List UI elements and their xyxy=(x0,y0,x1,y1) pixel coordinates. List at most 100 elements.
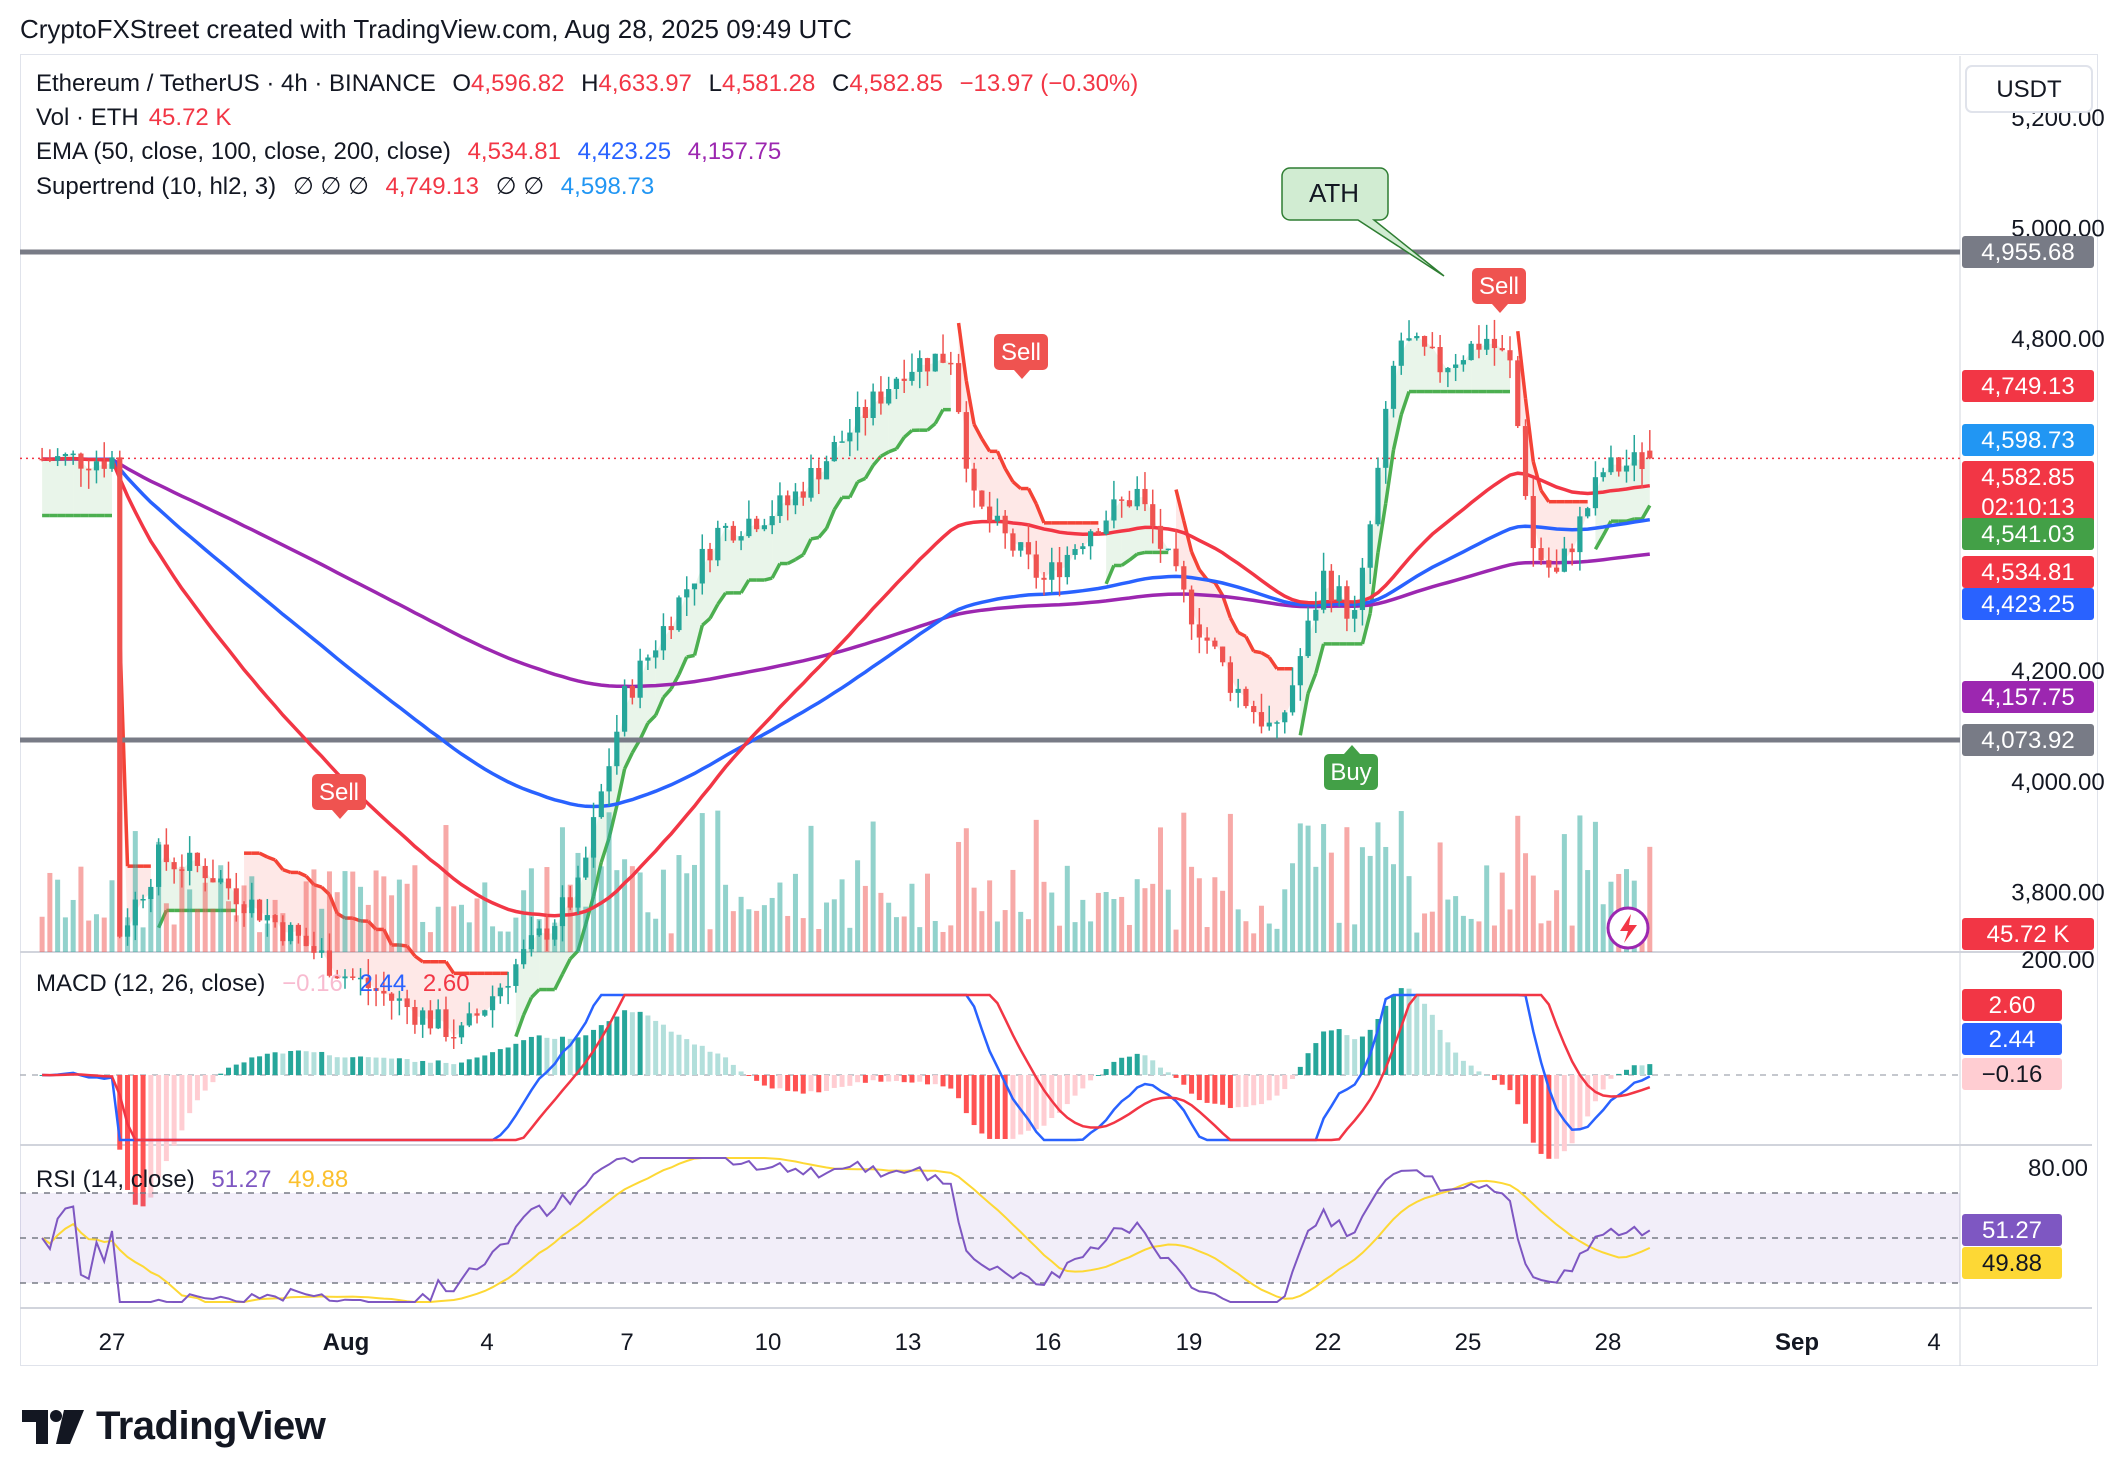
legend-rsi-label[interactable]: RSI (14, close) xyxy=(36,1166,195,1193)
candle-body xyxy=(334,975,340,979)
macd-histogram-bar xyxy=(257,1056,263,1075)
macd-badge xyxy=(1962,1023,2062,1055)
macd-histogram-bar xyxy=(979,1075,985,1134)
volume-bar xyxy=(1359,847,1365,952)
macd-histogram-bar xyxy=(575,1037,581,1075)
candle-body xyxy=(1080,546,1086,550)
volume-bar xyxy=(1165,889,1171,952)
candle-body xyxy=(272,915,278,923)
macd-histogram-bar xyxy=(1507,1075,1513,1091)
candle-body xyxy=(39,458,45,461)
volume-bar xyxy=(497,931,503,952)
legend-macd-label[interactable]: MACD (12, 26, close) xyxy=(36,970,266,997)
supertrend-up-line xyxy=(1376,503,1388,553)
legend-st-label[interactable]: Supertrend (10, hl2, 3) xyxy=(36,173,277,200)
supertrend-up-line xyxy=(888,447,898,454)
volume-bar xyxy=(1057,925,1063,952)
volume-bar xyxy=(1103,891,1109,952)
volume-bar xyxy=(1010,869,1016,952)
volume-bar xyxy=(1220,890,1226,952)
tradingview-logo[interactable]: TradingView xyxy=(22,1404,326,1449)
candle-body xyxy=(210,878,216,883)
candle-body xyxy=(1499,348,1505,351)
time-axis-tick: 7 xyxy=(620,1329,633,1356)
candle-body xyxy=(948,362,954,365)
legend-ema-label[interactable]: EMA (50, close, 100, close, 200, close) xyxy=(36,138,451,165)
sell-signal-pointer xyxy=(1014,370,1030,379)
price-axis-tick: 3,800.00 xyxy=(2011,880,2104,907)
volume-bar xyxy=(373,870,379,952)
macd-histogram-bar xyxy=(326,1055,332,1075)
supertrend-up-line xyxy=(514,1014,526,1038)
volume-bar xyxy=(179,866,185,952)
macd-histogram-bar xyxy=(427,1062,433,1075)
supertrend-up-line xyxy=(770,562,782,579)
volume-bar xyxy=(629,866,635,952)
macd-histogram-bar xyxy=(1095,1074,1101,1076)
candle-body xyxy=(1538,548,1544,561)
supertrend-fill xyxy=(725,526,734,593)
macd-histogram-bar xyxy=(754,1075,760,1081)
time-axis-tick: 10 xyxy=(755,1329,782,1356)
volume-bar xyxy=(1406,876,1412,952)
supertrend-fill xyxy=(896,379,905,449)
macd-histogram-bar xyxy=(1460,1060,1466,1075)
macd-histogram-bar xyxy=(202,1075,208,1091)
candle-body xyxy=(326,950,333,976)
candle-body xyxy=(1165,548,1171,551)
macd-histogram-bar xyxy=(1088,1075,1094,1081)
candle-body xyxy=(435,1009,441,1029)
macd-histogram-bar xyxy=(544,1037,550,1075)
macd-histogram-bar xyxy=(505,1047,511,1075)
candle-body xyxy=(1616,457,1622,472)
macd-histogram-bar xyxy=(1150,1060,1156,1075)
volume-bar xyxy=(101,917,107,952)
legend-symbol[interactable]: Ethereum / TetherUS · 4h · BINANCE xyxy=(36,70,436,97)
candle-body xyxy=(637,660,643,698)
volume-bar xyxy=(831,899,837,952)
candle-body xyxy=(629,686,635,698)
candle-body xyxy=(1608,457,1614,473)
supertrend-down-line xyxy=(1011,480,1022,490)
price-badge xyxy=(1962,370,2094,402)
candle-body xyxy=(1491,338,1498,349)
volume-bar xyxy=(723,884,729,952)
macd-histogram-bar xyxy=(1585,1075,1591,1117)
macd-histogram-bar xyxy=(715,1053,721,1075)
volume-bar xyxy=(1484,865,1490,952)
supertrend-down-line xyxy=(258,851,269,859)
sell-signal xyxy=(312,774,366,810)
volume-bar xyxy=(1134,879,1140,952)
legend-st-up: 4,598.73 xyxy=(560,173,655,200)
macd-histogram-bar xyxy=(932,1075,938,1085)
macd-histogram-bar xyxy=(1220,1075,1226,1105)
macd-histogram-bar xyxy=(1165,1072,1171,1075)
volume-bar xyxy=(994,921,1000,952)
candle-body xyxy=(1398,340,1404,366)
supertrend-up-line xyxy=(903,429,914,439)
macd-histogram-bar xyxy=(1592,1075,1598,1102)
macd-histogram-bar xyxy=(396,1058,402,1075)
legend-vol-label[interactable]: Vol · ETH xyxy=(36,104,139,131)
candle-body xyxy=(567,897,573,908)
candle-body xyxy=(342,976,348,979)
macd-histogram-bar xyxy=(187,1075,193,1114)
supertrend-down-line xyxy=(273,858,285,871)
macd-histogram-bar xyxy=(839,1075,845,1087)
macd-histogram-bar xyxy=(1321,1031,1327,1075)
macd-histogram-bar xyxy=(171,1075,177,1146)
macd-histogram-bar xyxy=(443,1062,449,1075)
volume-bar xyxy=(769,897,775,952)
candle-body xyxy=(691,583,698,590)
volume-bar xyxy=(754,910,760,952)
candle-body xyxy=(381,990,387,994)
macd-histogram-bar xyxy=(264,1053,270,1075)
tradingview-wordmark: TradingView xyxy=(96,1404,326,1448)
time-axis-tick: 16 xyxy=(1035,1329,1062,1356)
macd-histogram-bar xyxy=(280,1053,286,1075)
macd-histogram-bar xyxy=(971,1075,977,1126)
macd-histogram-bar xyxy=(583,1035,589,1075)
volume-bar xyxy=(311,869,317,952)
time-axis-tick: 27 xyxy=(99,1329,126,1356)
